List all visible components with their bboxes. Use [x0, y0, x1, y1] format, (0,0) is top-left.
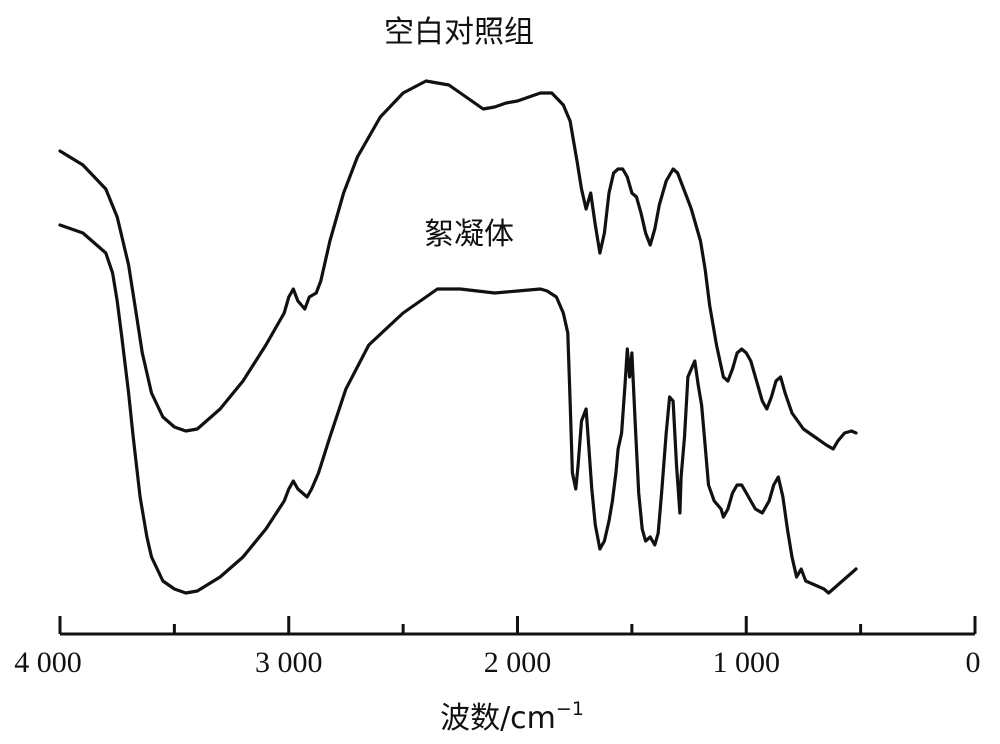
x-axis-title-base: 波数/cm: [440, 701, 556, 736]
series-line-floc: [58, 223, 858, 595]
x-axis-ticks: 4 000 3 000 2 000 1 000 0: [14, 616, 981, 679]
x-tick-label: 3 000: [255, 646, 323, 679]
x-axis-title: 波数/cm−1: [440, 698, 584, 736]
x-tick-label: 2 000: [484, 646, 552, 679]
x-axis-title-sup: −1: [556, 698, 584, 720]
x-tick-label: 0: [966, 646, 981, 679]
series-line-blank-control: [58, 79, 858, 451]
series-label-blank-control: 空白对照组: [384, 15, 534, 50]
plot-area: [58, 79, 858, 595]
x-tick-label: 4 000: [14, 646, 82, 679]
series-label-floc: 絮凝体: [424, 217, 514, 252]
x-tick-label: 1 000: [713, 646, 781, 679]
